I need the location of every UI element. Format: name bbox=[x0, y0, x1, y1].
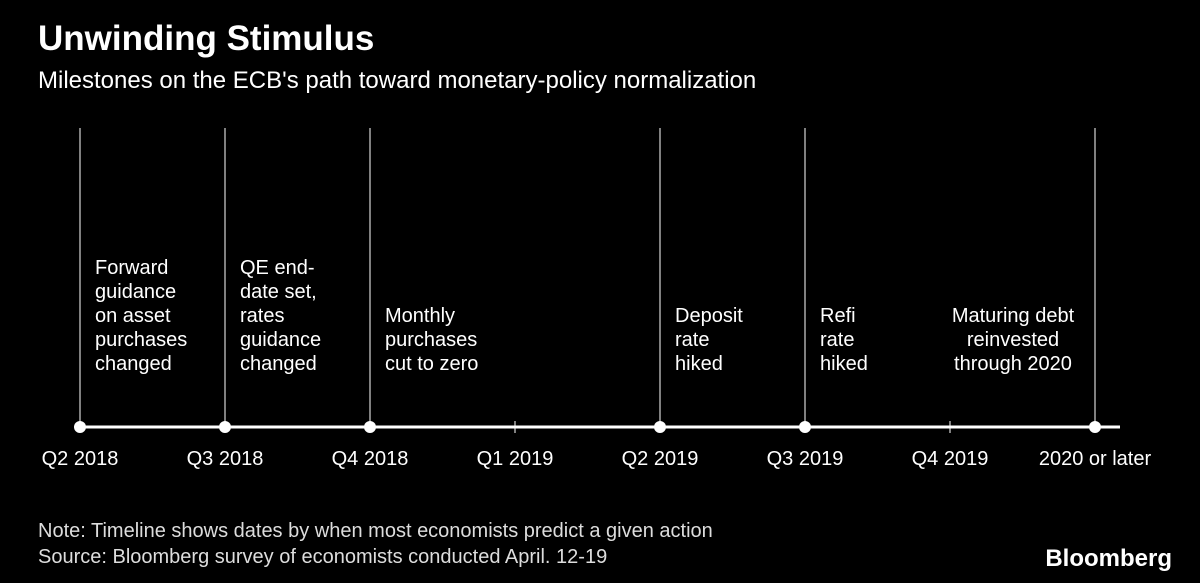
label-line: Refi bbox=[820, 305, 856, 327]
note: Note: Timeline shows dates by when most … bbox=[38, 520, 713, 542]
label-line: guidance bbox=[240, 329, 321, 351]
label-line: QE end- bbox=[240, 257, 314, 279]
label-line: rate bbox=[820, 329, 854, 351]
milestone-dot bbox=[364, 421, 376, 433]
label-line: guidance bbox=[95, 281, 176, 303]
label-line: changed bbox=[95, 353, 172, 375]
tick-label: Q1 2019 bbox=[477, 448, 554, 470]
label-line: Maturing debt bbox=[952, 305, 1075, 327]
label-line: Deposit bbox=[675, 305, 743, 327]
label-line: rates bbox=[240, 305, 284, 327]
source: Source: Bloomberg survey of economists c… bbox=[38, 546, 607, 568]
milestone-dot bbox=[74, 421, 86, 433]
label-line: through 2020 bbox=[954, 353, 1072, 375]
milestone-label: Maturing debt reinvested through 2020 bbox=[952, 305, 1075, 375]
title: Unwinding Stimulus bbox=[38, 19, 374, 58]
tick-label: Q3 2018 bbox=[187, 448, 264, 470]
label-line: cut to zero bbox=[385, 353, 478, 375]
label-line: on asset bbox=[95, 305, 171, 327]
label-line: Monthly bbox=[385, 305, 455, 327]
milestone-label: Deposit rate hiked bbox=[675, 305, 743, 375]
milestone-dot bbox=[654, 421, 666, 433]
milestone-dot bbox=[219, 421, 231, 433]
tick-label: Q3 2019 bbox=[767, 448, 844, 470]
label-line: date set, bbox=[240, 281, 317, 303]
tick-label: 2020 or later bbox=[1039, 448, 1152, 470]
label-line: rate bbox=[675, 329, 709, 351]
subtitle: Milestones on the ECB's path toward mone… bbox=[38, 67, 756, 94]
tick-label: Q2 2018 bbox=[42, 448, 119, 470]
label-line: reinvested bbox=[967, 329, 1059, 351]
label-line: purchases bbox=[385, 329, 477, 351]
milestone-dot bbox=[1089, 421, 1101, 433]
label-line: Forward bbox=[95, 257, 168, 279]
tick-label: Q2 2019 bbox=[622, 448, 699, 470]
tick-label: Q4 2018 bbox=[332, 448, 409, 470]
milestone-dot bbox=[799, 421, 811, 433]
label-line: purchases bbox=[95, 329, 187, 351]
milestone-label: Forward guidance on asset purchases changed bbox=[95, 257, 187, 375]
label-line: hiked bbox=[675, 353, 723, 375]
milestone-label: QE end-date set, rates guidance changed bbox=[240, 257, 321, 375]
tick-label: Q4 2019 bbox=[912, 448, 989, 470]
milestone-label: Monthly purchases cut to zero bbox=[385, 305, 478, 375]
milestone-label: Refi rate hiked bbox=[820, 305, 868, 375]
label-line: changed bbox=[240, 353, 317, 375]
brand: Bloomberg bbox=[1045, 545, 1172, 572]
label-line: hiked bbox=[820, 353, 868, 375]
